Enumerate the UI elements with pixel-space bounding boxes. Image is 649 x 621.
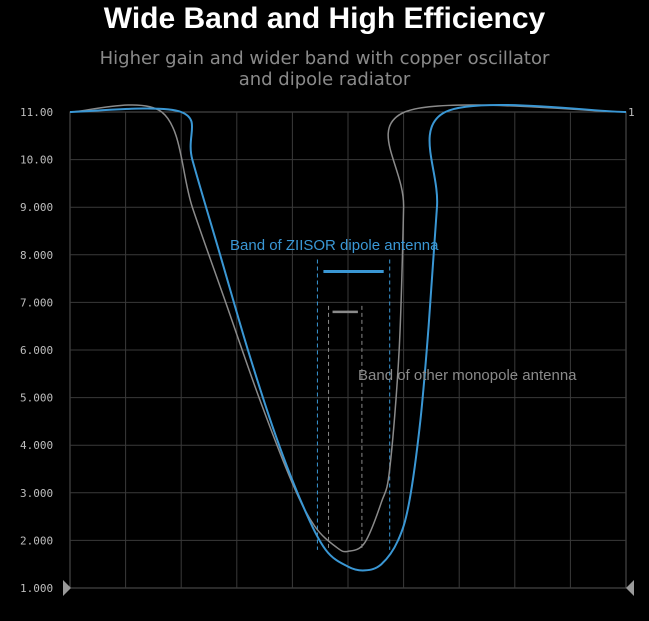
- y-tick-label: 9.000: [20, 201, 53, 214]
- left-axis-triangle-icon: [63, 580, 71, 596]
- y-tick-label: 5.000: [20, 392, 53, 405]
- y-tick-label: 7.000: [20, 296, 53, 309]
- band-markers: [316, 259, 391, 550]
- y-tick-label: 8.000: [20, 249, 53, 262]
- y-tick-label: 10.00: [20, 154, 53, 167]
- series: [69, 103, 627, 572]
- y-axis-ticks: 11.00 10.00 9.000 8.000 7.000 6.000 5.000 4.000…: [20, 106, 53, 595]
- y-tick-label: 6.000: [20, 344, 53, 357]
- subtitle-line-1: Higher gain and wider band with copper o…: [99, 48, 550, 69]
- band-labels: Band of ZIISOR dipole antenna Band of oth…: [230, 237, 577, 384]
- series-line-zlisor: [69, 103, 627, 572]
- right-marker-label: 1: [628, 106, 635, 119]
- right-axis-triangle-icon: [626, 580, 634, 596]
- y-tick-label: 4.000: [20, 439, 53, 452]
- y-tick-label: 1.000: [20, 582, 53, 595]
- subtitle-line-2: and dipole radiator: [238, 69, 411, 90]
- y-tick-label: 3.000: [20, 487, 53, 500]
- chart-subtitle: Higher gain and wider band with copper o…: [0, 48, 649, 90]
- series-label-monopole: Band of other monopole antenna: [358, 367, 577, 384]
- y-tick-label: 11.00: [20, 106, 53, 119]
- grid: [70, 112, 626, 588]
- y-tick-label: 2.000: [20, 534, 53, 547]
- series-line-monopole: [69, 104, 627, 553]
- chart-title: Wide Band and High Efficiency: [103, 2, 546, 35]
- series-label-zlisor: Band of ZIISOR dipole antenna: [230, 237, 439, 254]
